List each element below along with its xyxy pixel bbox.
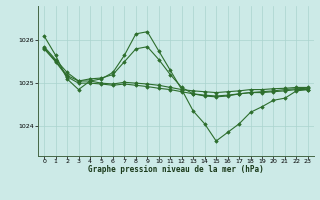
X-axis label: Graphe pression niveau de la mer (hPa): Graphe pression niveau de la mer (hPa)	[88, 165, 264, 174]
